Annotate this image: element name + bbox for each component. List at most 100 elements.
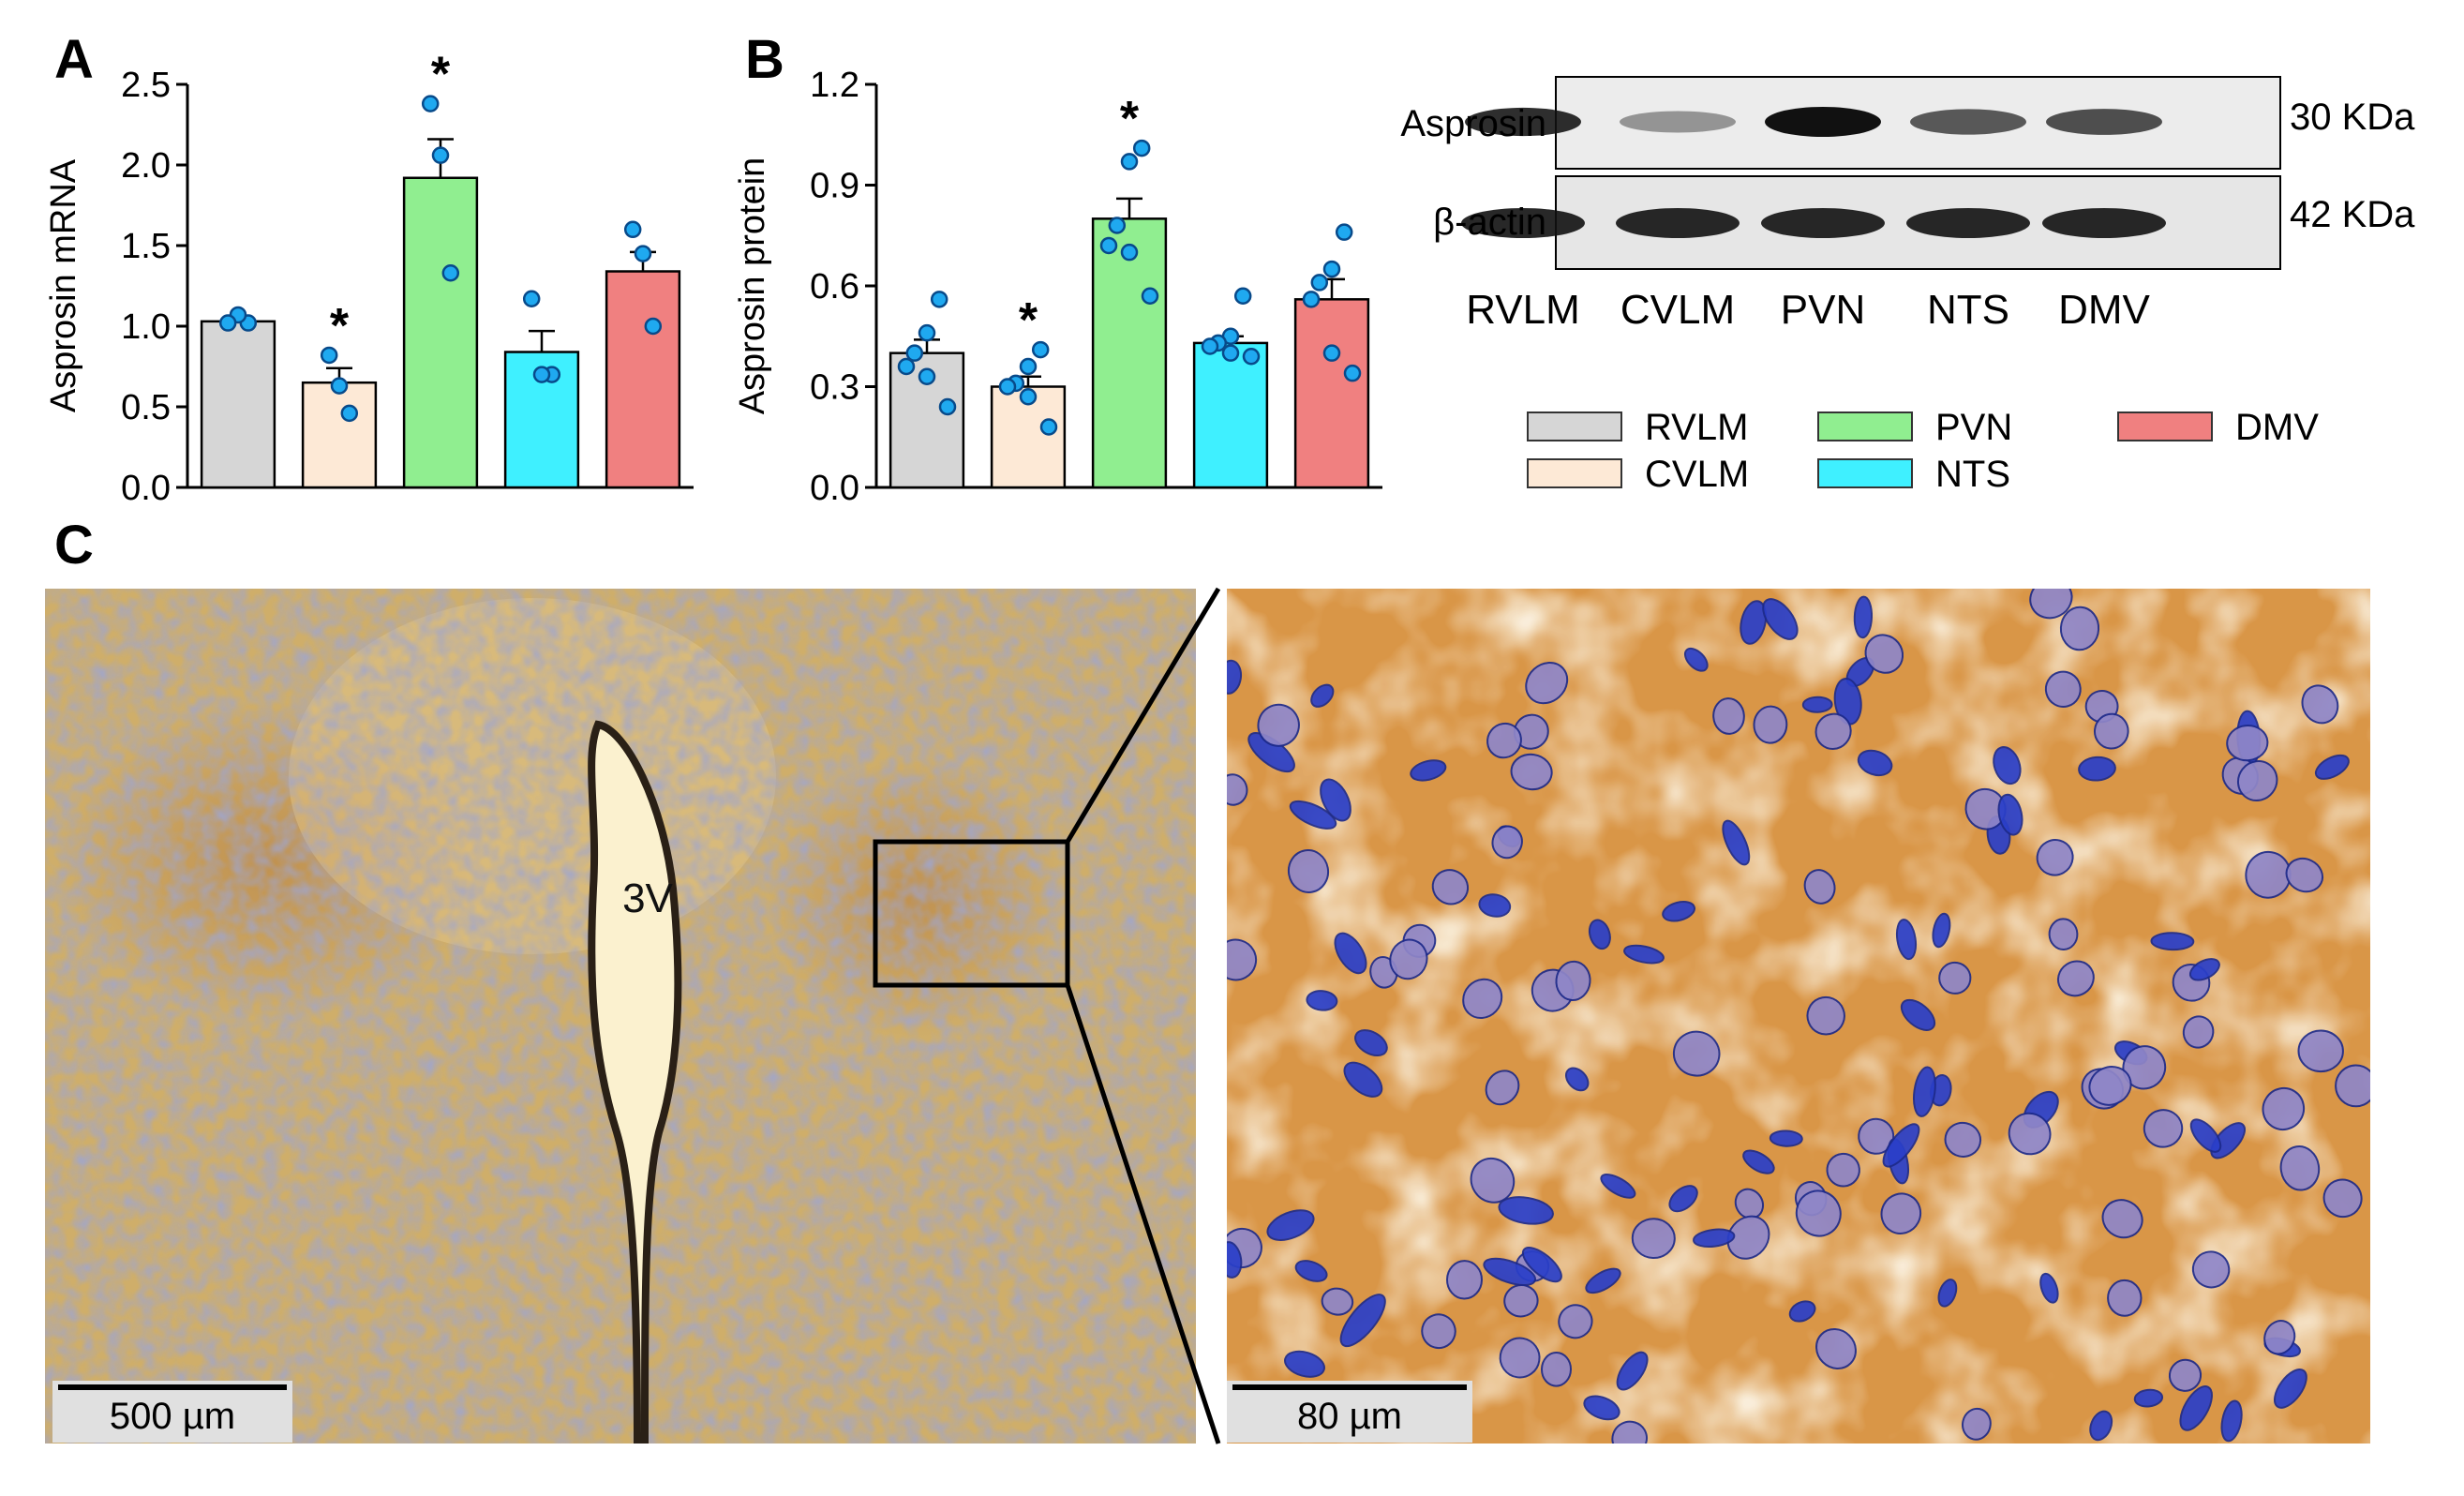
cell-nucleus bbox=[1616, 1351, 1649, 1391]
cell-nucleus bbox=[2179, 1385, 2213, 1431]
cell-nucleus bbox=[2188, 958, 2220, 981]
cell-nucleus bbox=[1712, 697, 1745, 735]
scale-bar-left bbox=[52, 1381, 292, 1443]
data-point bbox=[522, 290, 541, 308]
cell-nucleus bbox=[2088, 1066, 2132, 1106]
cell-nucleus bbox=[2044, 670, 2082, 708]
blot-lane-label: RVLM bbox=[1466, 287, 1579, 333]
blot-row-label-actin: β-actin bbox=[1433, 202, 1546, 243]
cell-nucleus bbox=[1540, 1352, 1573, 1387]
band-actin-pvn bbox=[1761, 208, 1885, 238]
data-point bbox=[1099, 236, 1118, 255]
cell-nucleus bbox=[1310, 683, 1335, 708]
scale-bar-right-label: 80 µm bbox=[1297, 1396, 1402, 1437]
panel-label-a: A bbox=[54, 29, 94, 90]
cell-nucleus bbox=[1864, 634, 1904, 674]
chart-a: 0.0 0.5 1.0 1.5 2.0 2.5 Asprosin mRNA * * bbox=[44, 48, 694, 508]
cell-nucleus bbox=[1491, 825, 1523, 860]
histology-image-right: 80 µm bbox=[1227, 589, 2370, 1444]
y-tick-label: 0.3 bbox=[810, 368, 859, 408]
y-tick-label: 0.0 bbox=[121, 469, 171, 508]
band-actin-nts bbox=[1906, 208, 2030, 238]
scale-bar-right bbox=[1227, 1381, 1472, 1443]
cell-nucleus bbox=[1962, 1407, 1992, 1441]
y-tick-label: 0.0 bbox=[810, 469, 859, 508]
cell-nucleus bbox=[1585, 1267, 1621, 1294]
data-point bbox=[330, 377, 349, 395]
cell-nucleus bbox=[1227, 773, 1248, 806]
band-actin-cvlm bbox=[1616, 208, 1740, 238]
cell-nucleus bbox=[2056, 960, 2095, 997]
band-actin-rvlm bbox=[1461, 208, 1585, 238]
cell-nucleus bbox=[1389, 938, 1428, 980]
data-point bbox=[431, 146, 450, 164]
cell-nucleus bbox=[2029, 589, 2073, 620]
zoom-region-box bbox=[873, 839, 1070, 988]
cell-nucleus bbox=[1693, 1228, 1736, 1249]
legend-swatch-nts bbox=[1817, 458, 1913, 488]
cell-nucleus bbox=[2322, 1178, 2363, 1219]
data-point bbox=[1120, 243, 1139, 262]
cell-nucleus bbox=[2301, 684, 2339, 725]
blot-lane-label: CVLM bbox=[1620, 287, 1735, 333]
cell-nucleus bbox=[1555, 960, 1591, 1001]
cell-nucleus bbox=[1833, 678, 1862, 726]
cell-nucleus bbox=[2236, 760, 2278, 801]
data-point bbox=[1201, 337, 1219, 355]
cell-nucleus bbox=[1726, 1215, 1770, 1260]
cell-nucleus bbox=[1853, 595, 1874, 639]
bar-cvlm bbox=[301, 381, 378, 489]
cell-nucleus bbox=[2189, 1118, 2222, 1153]
cell-nucleus bbox=[1294, 1260, 1328, 1282]
legend-swatch-cvlm bbox=[1527, 458, 1622, 488]
cell-nucleus bbox=[1431, 869, 1470, 905]
cell-nucleus bbox=[1486, 722, 1522, 759]
western-blot: Asprosin β-actin 30 KDa 42 KDa RVLM CVLM P… bbox=[1400, 76, 2415, 333]
data-point bbox=[1132, 139, 1151, 157]
band-asprosin-dmv bbox=[2046, 109, 2162, 135]
cell-nucleus bbox=[1944, 1121, 1982, 1158]
cell-nucleus bbox=[2274, 1369, 2307, 1409]
cell-nucleus bbox=[1662, 901, 1695, 922]
data-point bbox=[441, 263, 460, 282]
y-tick-label: 1.5 bbox=[121, 227, 171, 266]
band-actin-dmv bbox=[2042, 208, 2166, 238]
data-point bbox=[1242, 348, 1261, 366]
cell-nucleus bbox=[1320, 778, 1351, 822]
cell-nucleus bbox=[1257, 703, 1300, 747]
legend-label: DMV bbox=[2235, 407, 2319, 448]
cell-nucleus bbox=[1485, 1070, 1520, 1106]
cell-nucleus bbox=[1801, 696, 1833, 713]
cell-nucleus bbox=[1266, 1209, 1315, 1241]
data-point bbox=[897, 357, 916, 376]
cell-nucleus bbox=[1483, 1257, 1536, 1287]
data-point bbox=[905, 344, 924, 362]
cell-nucleus bbox=[1631, 1218, 1676, 1260]
cell-nucleus bbox=[1410, 759, 1447, 782]
cell-nucleus bbox=[1668, 1185, 1698, 1213]
cell-nucleus bbox=[1462, 978, 1503, 1020]
bar-rvlm bbox=[200, 320, 276, 489]
significance-star: * bbox=[431, 48, 451, 102]
cell-nucleus bbox=[1343, 1061, 1383, 1098]
cell-nucleus bbox=[2220, 1399, 2243, 1443]
legend-label: NTS bbox=[1935, 454, 2010, 495]
data-point bbox=[1221, 344, 1240, 362]
cell-nucleus bbox=[2036, 839, 2074, 876]
data-point bbox=[1233, 287, 1252, 305]
cell-nucleus bbox=[2297, 1029, 2344, 1073]
data-point bbox=[1120, 153, 1139, 171]
cell-nucleus bbox=[1525, 662, 1569, 705]
cell-nucleus bbox=[2168, 1358, 2203, 1392]
cell-nucleus bbox=[1742, 1149, 1775, 1174]
legend-label: PVN bbox=[1935, 407, 2012, 448]
significance-star: * bbox=[330, 299, 350, 353]
data-point bbox=[1322, 344, 1341, 362]
cell-nucleus bbox=[1321, 1287, 1354, 1316]
data-point bbox=[1019, 388, 1038, 406]
cell-nucleus bbox=[1227, 1241, 1243, 1279]
blot-lane-label: NTS bbox=[1927, 287, 2009, 333]
cell-nucleus bbox=[1600, 1174, 1636, 1199]
data-point bbox=[532, 366, 551, 383]
cell-nucleus bbox=[2089, 1410, 2113, 1442]
